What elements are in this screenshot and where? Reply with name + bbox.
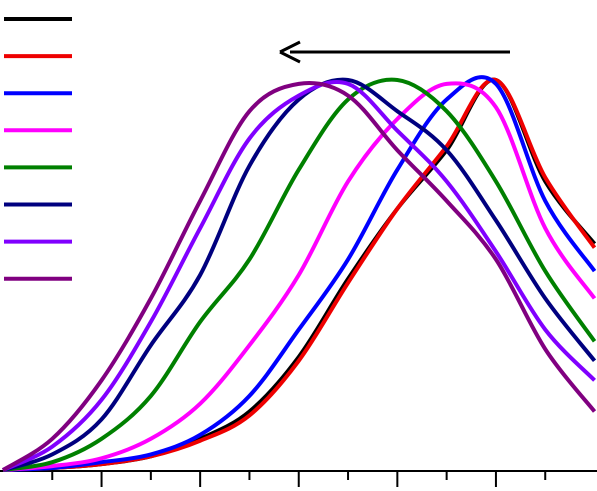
series-line	[2, 81, 597, 472]
arrow-head	[279, 40, 301, 64]
arrow	[279, 40, 510, 64]
series-line	[2, 77, 597, 472]
series-line	[1, 81, 597, 472]
series-line	[2, 75, 597, 472]
series-line	[2, 77, 597, 472]
series-line	[2, 79, 596, 472]
